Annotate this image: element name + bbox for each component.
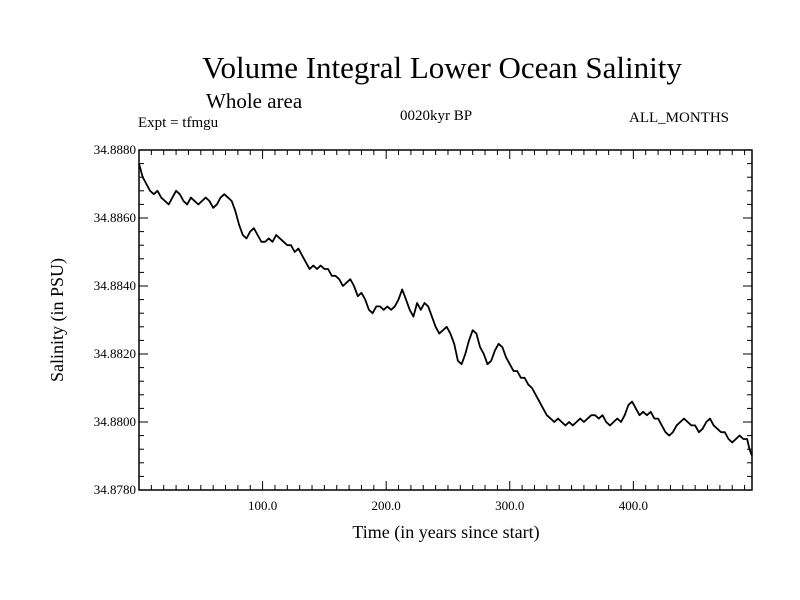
y-tick-label: 34.8800 <box>94 414 136 429</box>
experiment-label: Expt = tfmgu <box>138 115 219 131</box>
x-tick-label: 300.0 <box>495 498 524 513</box>
y-tick-label: 34.8840 <box>94 278 136 293</box>
salinity-series-line <box>138 163 753 457</box>
y-tick-label: 34.8780 <box>94 482 136 497</box>
x-tick-label: 400.0 <box>619 498 648 513</box>
x-axis-title: Time (in years since start) <box>352 522 539 543</box>
axis-tick-labels: 100.0 200.0 300.0 400.0 34.8780 34.8800 34.882… <box>94 142 648 513</box>
x-tick-label: 100.0 <box>248 498 277 513</box>
axis-ticks <box>139 150 752 490</box>
period-label: 0020kyr BP <box>400 108 473 124</box>
y-tick-label: 34.8880 <box>94 142 136 157</box>
y-axis-title: Salinity (in PSU) <box>47 258 68 382</box>
chart-title: Volume Integral Lower Ocean Salinity <box>202 50 682 85</box>
y-tick-label: 34.8820 <box>94 346 136 361</box>
y-tick-label: 34.8860 <box>94 210 136 225</box>
chart-subtitle: Whole area <box>206 89 303 113</box>
months-label: ALL_MONTHS <box>629 110 729 126</box>
x-tick-label: 200.0 <box>372 498 401 513</box>
plot-frame <box>138 149 753 491</box>
